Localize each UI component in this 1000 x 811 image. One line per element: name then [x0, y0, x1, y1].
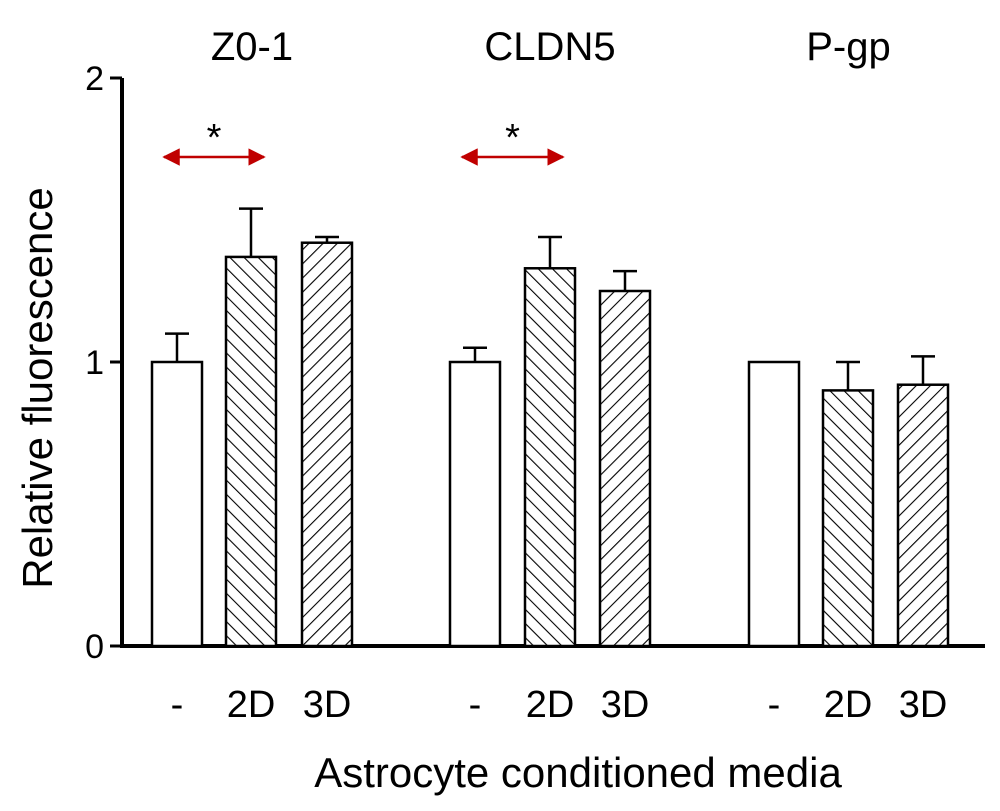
significance-star: *: [505, 117, 520, 159]
y-tick-label: 0: [85, 628, 104, 666]
y-tick-label: 2: [85, 60, 104, 98]
bar-p-gp-3d: [896, 383, 950, 648]
bars: [150, 241, 950, 648]
bar-zo-1-control: [150, 360, 204, 648]
labels: - 2D 3D Z0-1 - 2D 3D CLDN5 - 2D 3D P-gp: [171, 25, 948, 726]
bar-p-gp-2d: [821, 389, 875, 648]
x-category-label: -: [171, 684, 184, 726]
x-category-label: 2D: [526, 684, 575, 726]
bar-cldn5-3d: [598, 289, 652, 648]
group-title: Z0-1: [211, 25, 293, 69]
significance-star: *: [207, 117, 222, 159]
error-bars: [165, 207, 935, 391]
x-category-label: 3D: [601, 684, 650, 726]
bar-zo-1-3d: [300, 241, 354, 648]
y-axis-title: Relative fluorescence: [14, 187, 61, 589]
x-category-label: 3D: [899, 684, 948, 726]
group-title: P-gp: [806, 25, 891, 69]
x-category-label: 2D: [824, 684, 873, 726]
x-category-label: -: [469, 684, 482, 726]
x-category-label: 3D: [303, 684, 352, 726]
significance-markers: * *: [162, 117, 565, 166]
bar-p-gp-control: [747, 360, 801, 648]
x-axis-title: Astrocyte conditioned media: [314, 749, 842, 796]
y-tick-label: 1: [85, 344, 104, 382]
group-title: CLDN5: [484, 25, 615, 69]
bar-cldn5-2d: [523, 267, 577, 648]
x-category-label: -: [768, 684, 781, 726]
bar-zo-1-2d: [224, 255, 278, 648]
bar-cldn5-control: [448, 360, 502, 648]
x-category-label: 2D: [227, 684, 276, 726]
y-axis: 0 1 2: [85, 60, 124, 666]
